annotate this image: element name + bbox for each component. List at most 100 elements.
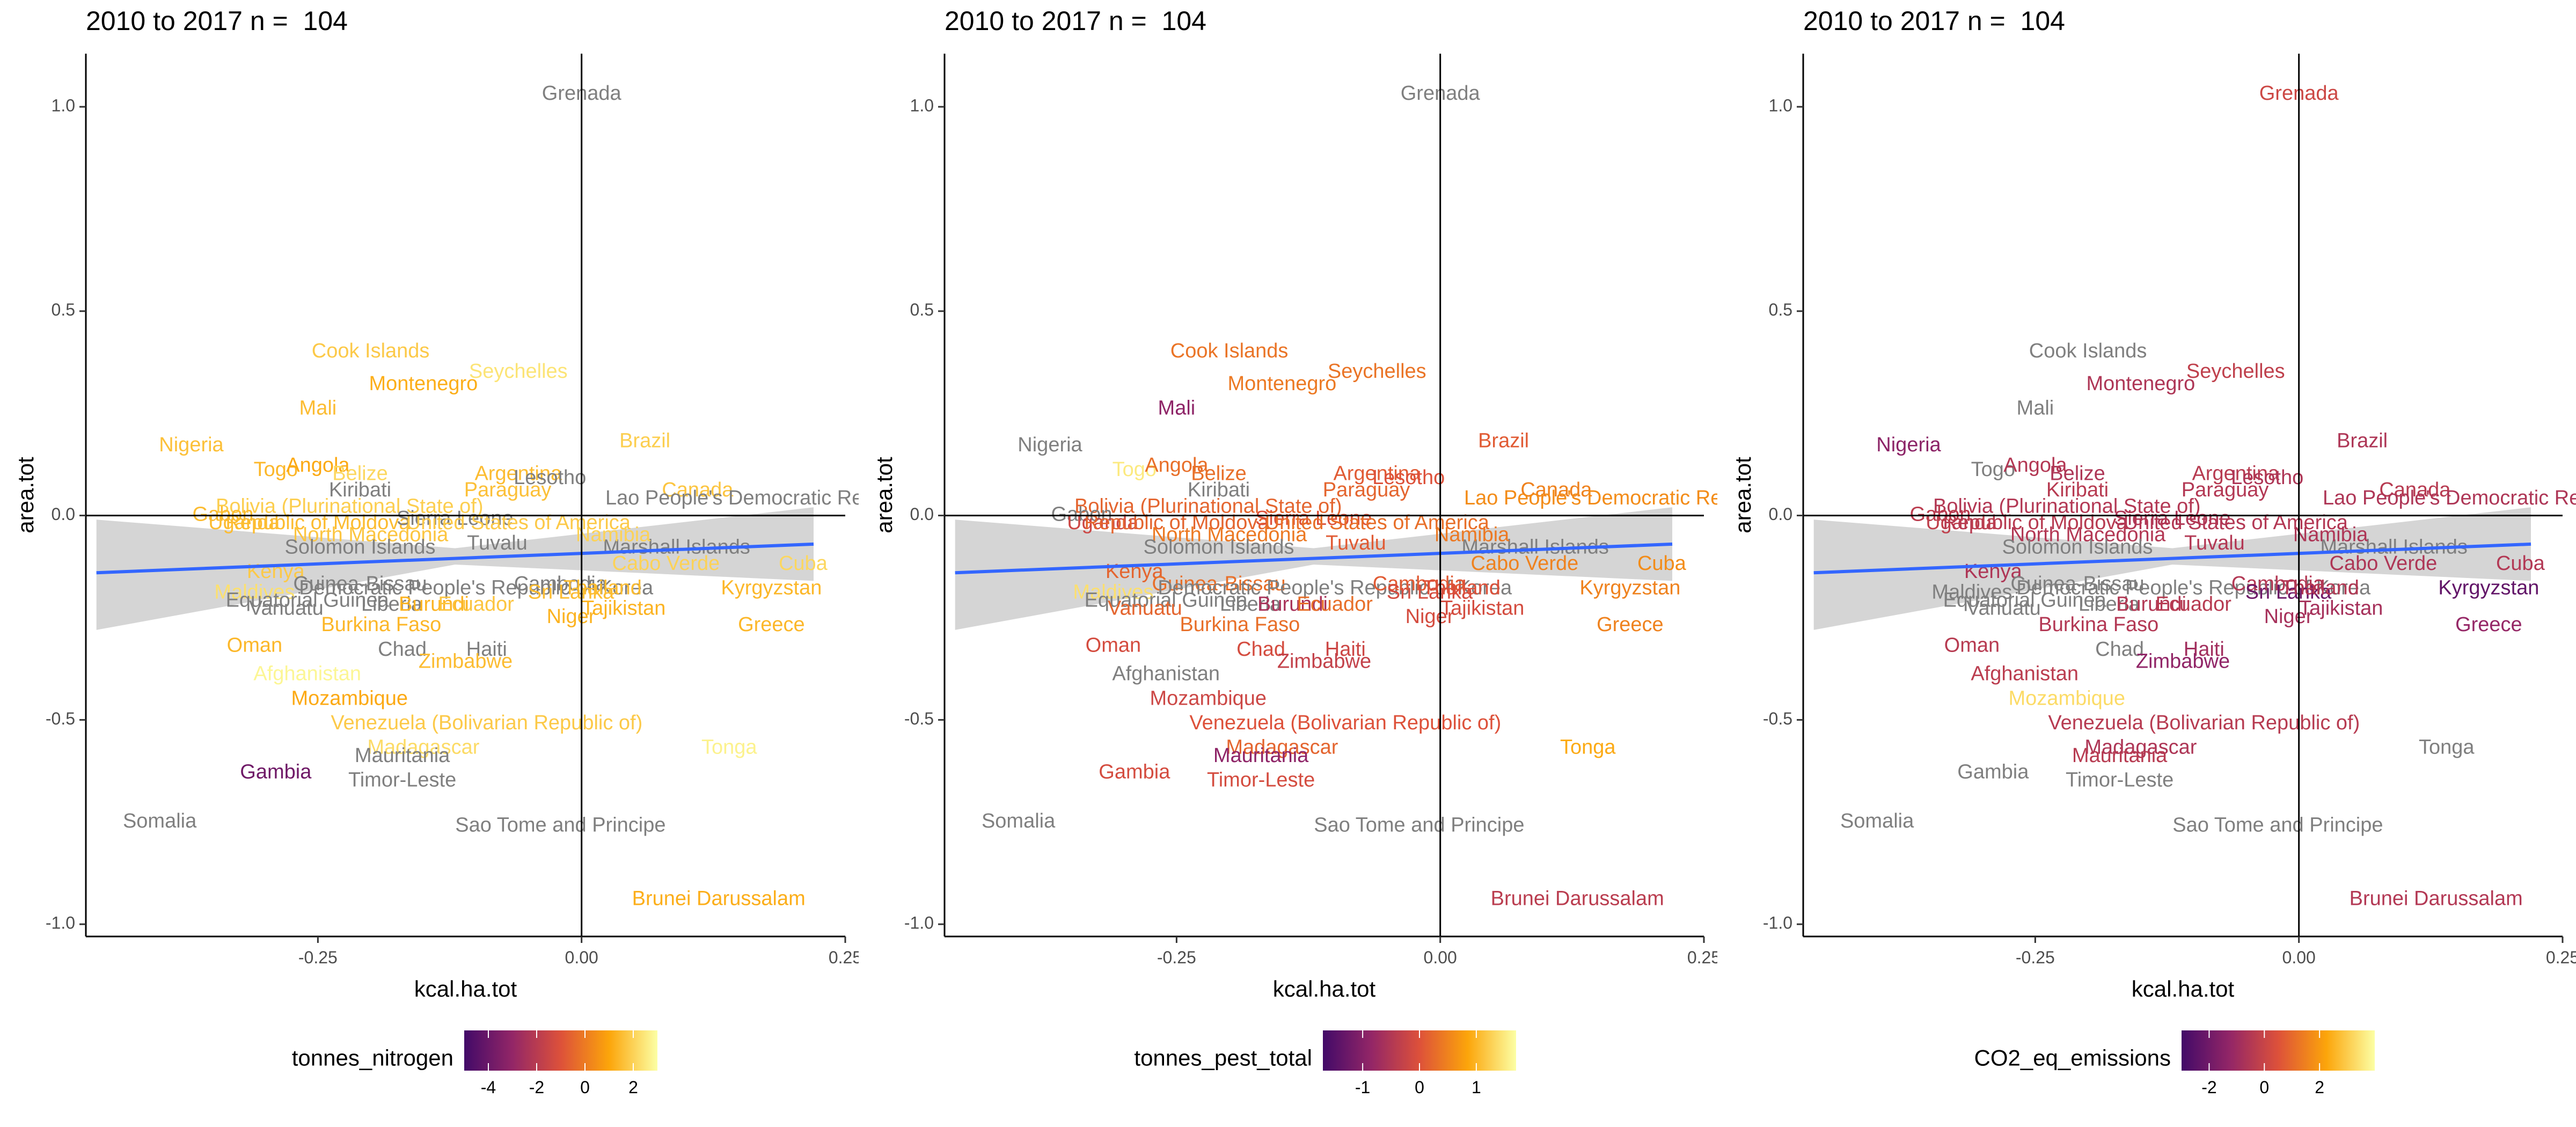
point-label: Madagascar xyxy=(2084,736,2197,759)
point-label: Gabon xyxy=(1051,503,1112,526)
point-label: Sri Lanka xyxy=(2245,581,2332,603)
point-label: Haiti xyxy=(1325,638,1366,661)
y-tick-label: 1.0 xyxy=(1769,96,1792,115)
point-label: Solomon Islands xyxy=(285,536,436,559)
point-label: Belize xyxy=(1191,462,1247,485)
point-label: Montenegro xyxy=(2086,372,2195,395)
point-label: Thailand xyxy=(2281,577,2359,599)
point-label: Solomon Islands xyxy=(2002,536,2153,559)
point-label: Equatorial Guinea xyxy=(1943,589,2107,612)
point-label: Somalia xyxy=(1840,810,1914,832)
legend-title: tonnes_nitrogen xyxy=(292,1045,453,1071)
y-tick-label: 1.0 xyxy=(52,96,75,115)
x-axis-label: kcal.ha.tot xyxy=(2132,976,2235,1001)
y-tick-label: 0.0 xyxy=(910,504,934,524)
point-label: Oman xyxy=(227,634,282,656)
point-label: Mali xyxy=(299,397,337,420)
point-label: Zimbabwe xyxy=(2136,650,2230,673)
point-label: Gambia xyxy=(240,760,312,783)
point-label: Afghanistan xyxy=(253,663,361,685)
point-label: Cambodia xyxy=(1373,573,1466,595)
x-tick-label: 0.00 xyxy=(565,948,598,967)
regression-line xyxy=(96,542,814,575)
point-label: Democratic People's Republic of Korea xyxy=(299,577,654,599)
point-label: Paraguay xyxy=(2182,479,2269,501)
panel-co2: 2010 to 2017 n = 104 Grenada Cook Islands… xyxy=(1717,0,2576,1127)
colorbar-tick-label: -2 xyxy=(529,1078,544,1097)
point-label: Cambodia xyxy=(514,573,608,595)
point-label: Vanuatu xyxy=(249,597,324,620)
point-label: Oman xyxy=(1944,634,2000,656)
point-label: Venezuela (Bolivarian Republic of) xyxy=(2048,712,2360,734)
point-label: Cabo Verde xyxy=(1471,552,1579,575)
confidence-band xyxy=(955,507,1672,630)
point-label: Timor-Leste xyxy=(348,769,456,792)
point-label: Brunei Darussalam xyxy=(2350,888,2523,910)
point-label: Paraguay xyxy=(1323,479,1410,501)
point-label: Democratic People's Republic of Korea xyxy=(1158,577,1512,599)
x-axis-label: kcal.ha.tot xyxy=(414,976,517,1001)
point-label: Tonga xyxy=(1560,736,1616,759)
point-label: Burundi xyxy=(399,593,469,616)
point-label: Zimbabwe xyxy=(419,650,513,673)
point-label: Mauritania xyxy=(2072,744,2168,767)
point-label: Niger xyxy=(2264,605,2313,628)
y-tick-label: -0.5 xyxy=(1763,709,1792,728)
point-label: Cook Islands xyxy=(1170,340,1289,362)
point-label: Lao People's Democratic Republic xyxy=(1464,487,1717,509)
point-label: Ecuador xyxy=(438,593,514,616)
y-axis-label: area.tot xyxy=(1730,457,1755,533)
point-label: Thailand xyxy=(1422,577,1501,599)
colorbar-tick-label: 2 xyxy=(628,1078,638,1097)
point-label: Cook Islands xyxy=(312,340,430,362)
point-label: Tuvalu xyxy=(2184,532,2245,554)
y-tick-label: 0.5 xyxy=(1769,300,1792,319)
x-tick-label: 0.25 xyxy=(829,948,859,967)
point-label: Canada xyxy=(1520,479,1592,501)
point-label: Maldives xyxy=(1073,581,1153,603)
panel-pesticide: 2010 to 2017 n = 104 Grenada Cook Islands… xyxy=(859,0,1717,1127)
colorbar-tick-label: 2 xyxy=(2315,1078,2324,1097)
colorbar-tick-label: -1 xyxy=(1355,1078,1370,1097)
point-label: Lao People's Democratic Republic xyxy=(2323,487,2576,509)
point-label: Mozambique xyxy=(2009,687,2126,709)
point-label: Timor-Leste xyxy=(1207,769,1315,792)
point-label: Ecuador xyxy=(2155,593,2231,616)
point-label: Mali xyxy=(1158,397,1196,420)
point-label: Montenegro xyxy=(1227,372,1336,395)
y-tick-label: -1.0 xyxy=(904,913,934,933)
point-label: Belize xyxy=(2050,462,2105,485)
point-label: Ecuador xyxy=(1297,593,1373,616)
point-label: Cambodia xyxy=(2231,573,2325,595)
point-label: Mauritania xyxy=(355,744,450,767)
point-label: Tajikistan xyxy=(582,597,665,620)
point-label: Greece xyxy=(738,613,805,636)
point-label: Seychelles xyxy=(1328,360,1426,383)
point-label: Gabon xyxy=(1909,503,1971,526)
point-label: Bolivia (Plurinational State of) xyxy=(1933,495,2200,517)
point-label: Kiribati xyxy=(329,479,391,501)
point-label: Togo xyxy=(1971,458,2015,481)
point-label: Sri Lanka xyxy=(1387,581,1473,603)
y-tick-label: 0.0 xyxy=(52,504,75,524)
point-label: Tonga xyxy=(701,736,757,759)
panel-title: 2010 to 2017 n = 104 xyxy=(1803,6,2065,36)
point-label: Kiribati xyxy=(2046,479,2109,501)
point-label: Solomon Islands xyxy=(1144,536,1294,559)
point-label: Cuba xyxy=(779,552,828,575)
point-label: Sao Tome and Principe xyxy=(455,814,665,836)
point-label: Nigeria xyxy=(159,434,224,456)
colorbar-tick-label: 1 xyxy=(1472,1078,1481,1097)
point-label: Sao Tome and Principe xyxy=(1314,814,1524,836)
colorbar-tick-label: 0 xyxy=(580,1078,590,1097)
point-label: Mali xyxy=(2017,397,2054,420)
point-label: Nigeria xyxy=(1876,434,1941,456)
point-label: Cuba xyxy=(2496,552,2545,575)
point-label: Lao People's Democratic Republic xyxy=(605,487,859,509)
point-label: Venezuela (Bolivarian Republic of) xyxy=(1189,712,1501,734)
point-label: Gabon xyxy=(192,503,253,526)
point-label: Gambia xyxy=(1957,760,2029,783)
point-label: Sierra Leone xyxy=(2114,507,2231,530)
y-tick-label: -0.5 xyxy=(904,709,934,728)
point-label: Lesotho xyxy=(1372,466,1445,489)
